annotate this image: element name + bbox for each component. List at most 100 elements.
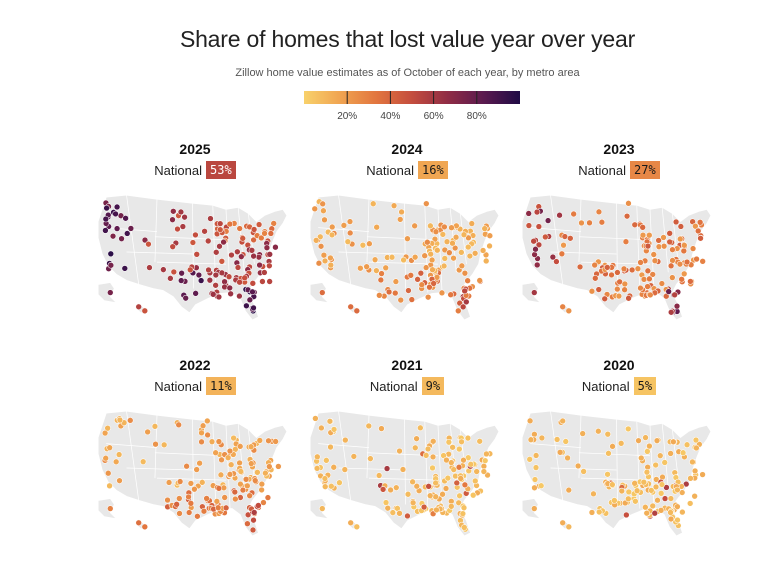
metro-dot[interactable]: [249, 280, 256, 287]
metro-dot[interactable]: [650, 251, 657, 258]
metro-dot[interactable]: [267, 230, 275, 237]
metro-dot[interactable]: [164, 496, 171, 504]
metro-dot[interactable]: [237, 480, 244, 488]
metro-dot[interactable]: [221, 278, 228, 285]
metro-dot[interactable]: [439, 491, 446, 498]
metro-dot[interactable]: [413, 483, 420, 490]
metro-dot[interactable]: [429, 266, 436, 273]
metro-dot[interactable]: [167, 275, 174, 282]
metro-dot[interactable]: [139, 458, 147, 465]
metro-dot[interactable]: [107, 250, 114, 257]
metro-dot[interactable]: [116, 416, 124, 424]
metro-dot[interactable]: [193, 466, 200, 473]
metro-dot[interactable]: [450, 254, 457, 262]
metro-dot[interactable]: [483, 450, 490, 458]
metro-dot[interactable]: [441, 223, 448, 231]
metro-dot[interactable]: [658, 280, 666, 287]
metro-dot[interactable]: [482, 251, 490, 259]
metro-dot[interactable]: [365, 422, 372, 430]
metro-dot[interactable]: [320, 207, 327, 214]
metro-dot[interactable]: [534, 261, 541, 269]
metro-dot[interactable]: [542, 233, 549, 241]
metro-dot[interactable]: [376, 292, 383, 299]
metro-dot[interactable]: [248, 460, 255, 467]
metro-dot[interactable]: [622, 238, 630, 245]
metro-dot[interactable]: [604, 264, 611, 271]
metro-dot[interactable]: [455, 499, 462, 506]
metro-dot[interactable]: [620, 265, 628, 273]
metro-dot[interactable]: [404, 512, 411, 520]
metro-dot[interactable]: [347, 519, 354, 526]
metro-dot[interactable]: [689, 458, 696, 466]
metro-dot[interactable]: [432, 493, 439, 500]
metro-dot[interactable]: [185, 493, 192, 501]
metro-dot[interactable]: [275, 463, 282, 470]
metro-dot[interactable]: [604, 430, 611, 438]
metro-dot[interactable]: [693, 444, 700, 452]
metro-dot[interactable]: [458, 249, 465, 256]
metro-dot[interactable]: [141, 307, 148, 315]
metro-dot[interactable]: [227, 290, 234, 297]
metro-dot[interactable]: [451, 244, 459, 252]
metro-dot[interactable]: [680, 247, 687, 255]
metro-dot[interactable]: [450, 466, 457, 473]
metro-dot[interactable]: [468, 220, 475, 227]
metro-dot[interactable]: [122, 215, 129, 222]
metro-dot[interactable]: [250, 304, 257, 312]
metro-dot[interactable]: [481, 457, 489, 464]
metro-dot[interactable]: [208, 438, 216, 445]
metro-dot[interactable]: [107, 262, 115, 269]
metro-dot[interactable]: [191, 485, 198, 493]
metro-dot[interactable]: [533, 208, 541, 216]
metro-dot[interactable]: [632, 498, 639, 505]
metro-dot[interactable]: [667, 515, 675, 523]
metro-dot[interactable]: [146, 264, 153, 271]
metro-dot[interactable]: [648, 487, 655, 494]
metro-dot[interactable]: [608, 271, 615, 279]
metro-dot[interactable]: [321, 257, 329, 265]
metro-dot[interactable]: [249, 526, 257, 534]
metro-dot[interactable]: [177, 208, 185, 216]
metro-dot[interactable]: [135, 519, 142, 526]
metro-dot[interactable]: [538, 434, 546, 442]
metro-dot[interactable]: [644, 242, 652, 250]
metro-dot[interactable]: [580, 468, 587, 475]
metro-dot[interactable]: [669, 246, 676, 253]
metro-dot[interactable]: [393, 484, 400, 491]
metro-dot[interactable]: [396, 447, 403, 455]
metro-dot[interactable]: [465, 243, 472, 251]
metro-dot[interactable]: [330, 426, 338, 433]
metro-dot[interactable]: [467, 461, 474, 468]
metro-dot[interactable]: [631, 480, 638, 487]
metro-dot[interactable]: [695, 227, 702, 235]
metro-dot[interactable]: [434, 247, 441, 254]
metro-dot[interactable]: [327, 261, 335, 269]
metro-dot[interactable]: [544, 217, 552, 224]
metro-dot[interactable]: [311, 205, 318, 213]
metro-dot[interactable]: [642, 504, 649, 511]
metro-dot[interactable]: [689, 245, 697, 252]
metro-dot[interactable]: [409, 499, 417, 506]
metro-dot[interactable]: [214, 504, 222, 511]
metro-dot[interactable]: [651, 257, 659, 264]
metro-dot[interactable]: [118, 235, 125, 242]
metro-dot[interactable]: [144, 428, 151, 436]
metro-dot[interactable]: [697, 235, 704, 242]
metro-dot[interactable]: [378, 425, 385, 432]
metro-dot[interactable]: [660, 234, 667, 241]
metro-dot[interactable]: [456, 492, 463, 499]
metro-dot[interactable]: [449, 444, 456, 451]
metro-dot[interactable]: [250, 252, 257, 260]
metro-dot[interactable]: [314, 453, 321, 460]
metro-dot[interactable]: [646, 275, 653, 283]
metro-dot[interactable]: [414, 276, 421, 283]
metro-dot[interactable]: [217, 220, 224, 227]
metro-dot[interactable]: [655, 237, 662, 244]
metro-dot[interactable]: [102, 455, 109, 462]
metro-dot[interactable]: [112, 458, 120, 465]
metro-dot[interactable]: [674, 516, 681, 524]
metro-dot[interactable]: [201, 228, 208, 235]
metro-dot[interactable]: [220, 238, 227, 246]
metro-dot[interactable]: [621, 286, 628, 293]
metro-dot[interactable]: [329, 223, 336, 231]
